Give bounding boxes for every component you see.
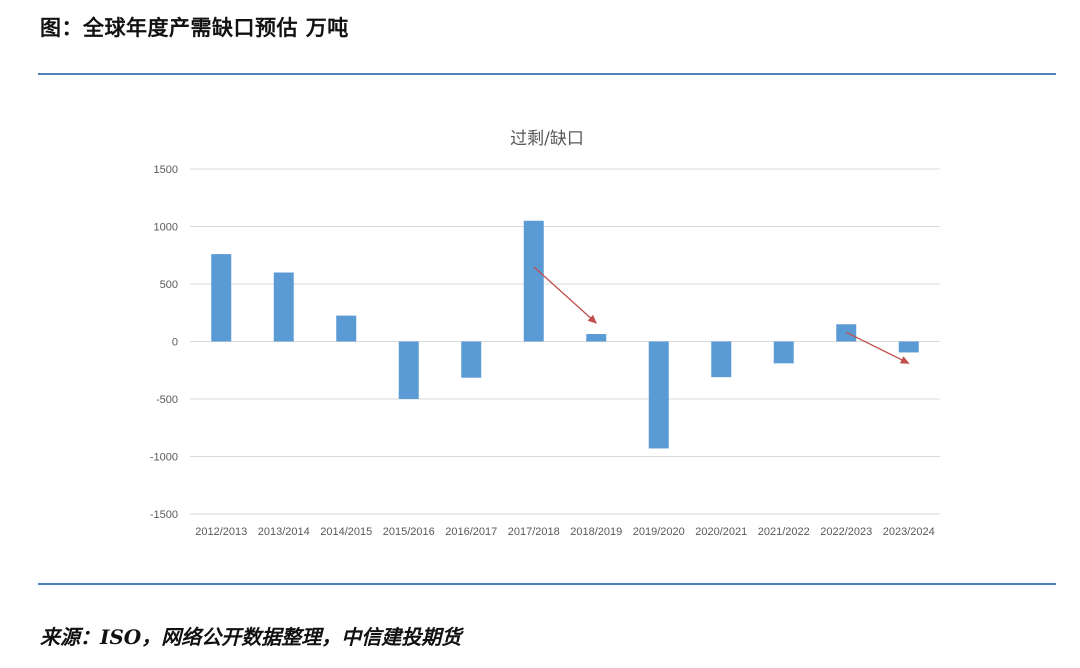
top-divider [38,73,1056,75]
bar-2015-2016 [398,341,419,399]
bar-2017-2018 [523,220,544,342]
bar-2012-2013 [211,254,232,342]
y-tick-label: 1500 [154,164,178,176]
annotations [533,266,910,364]
y-tick-label: -1500 [150,509,178,521]
x-tick-label: 2014/2015 [320,526,372,538]
bottom-divider [38,583,1056,585]
bar-2023-2024 [898,341,919,353]
y-tick-label: 500 [160,279,178,291]
y-tick-label: 0 [172,337,178,349]
x-tick-label: 2016/2017 [445,526,497,538]
bars [211,220,919,449]
x-tick-label: 2013/2014 [258,526,310,538]
x-tick-label: 2018/2019 [570,526,622,538]
page-title: 图：全球年度产需缺口预估 万吨 [40,16,349,40]
bar-2019-2020 [648,341,669,449]
x-axis-ticks: 2012/2013 2013/2014 2014/2015 2015/2016 2016… [195,526,935,538]
bar-2014-2015 [336,315,357,342]
bar-2021-2022 [773,341,794,364]
bar-2016-2017 [461,341,482,378]
y-tick-label: -1000 [150,452,178,464]
y-axis-ticks: 1500 1000 500 0 -500 -1000 -1500 [150,164,178,521]
x-tick-label: 2017/2018 [508,526,560,538]
x-tick-label: 2023/2024 [883,526,935,538]
bar-2020-2021 [711,341,732,378]
bar-2013-2014 [273,272,294,342]
bar-2018-2019 [586,334,607,342]
y-tick-label: 1000 [154,222,178,234]
trend-arrow-1 [533,266,597,324]
grid-lines [190,168,940,515]
trend-arrow-2 [845,331,910,364]
y-tick-label: -500 [156,394,178,406]
x-tick-label: 2022/2023 [820,526,872,538]
x-tick-label: 2021/2022 [758,526,810,538]
x-tick-label: 2012/2013 [195,526,247,538]
source-note: 来源：ISO，网络公开数据整理，中信建投期货 [40,625,462,649]
chart-title: 过剩/缺口 [510,129,584,149]
x-tick-label: 2019/2020 [633,526,685,538]
x-tick-label: 2020/2021 [695,526,747,538]
x-tick-label: 2015/2016 [383,526,435,538]
